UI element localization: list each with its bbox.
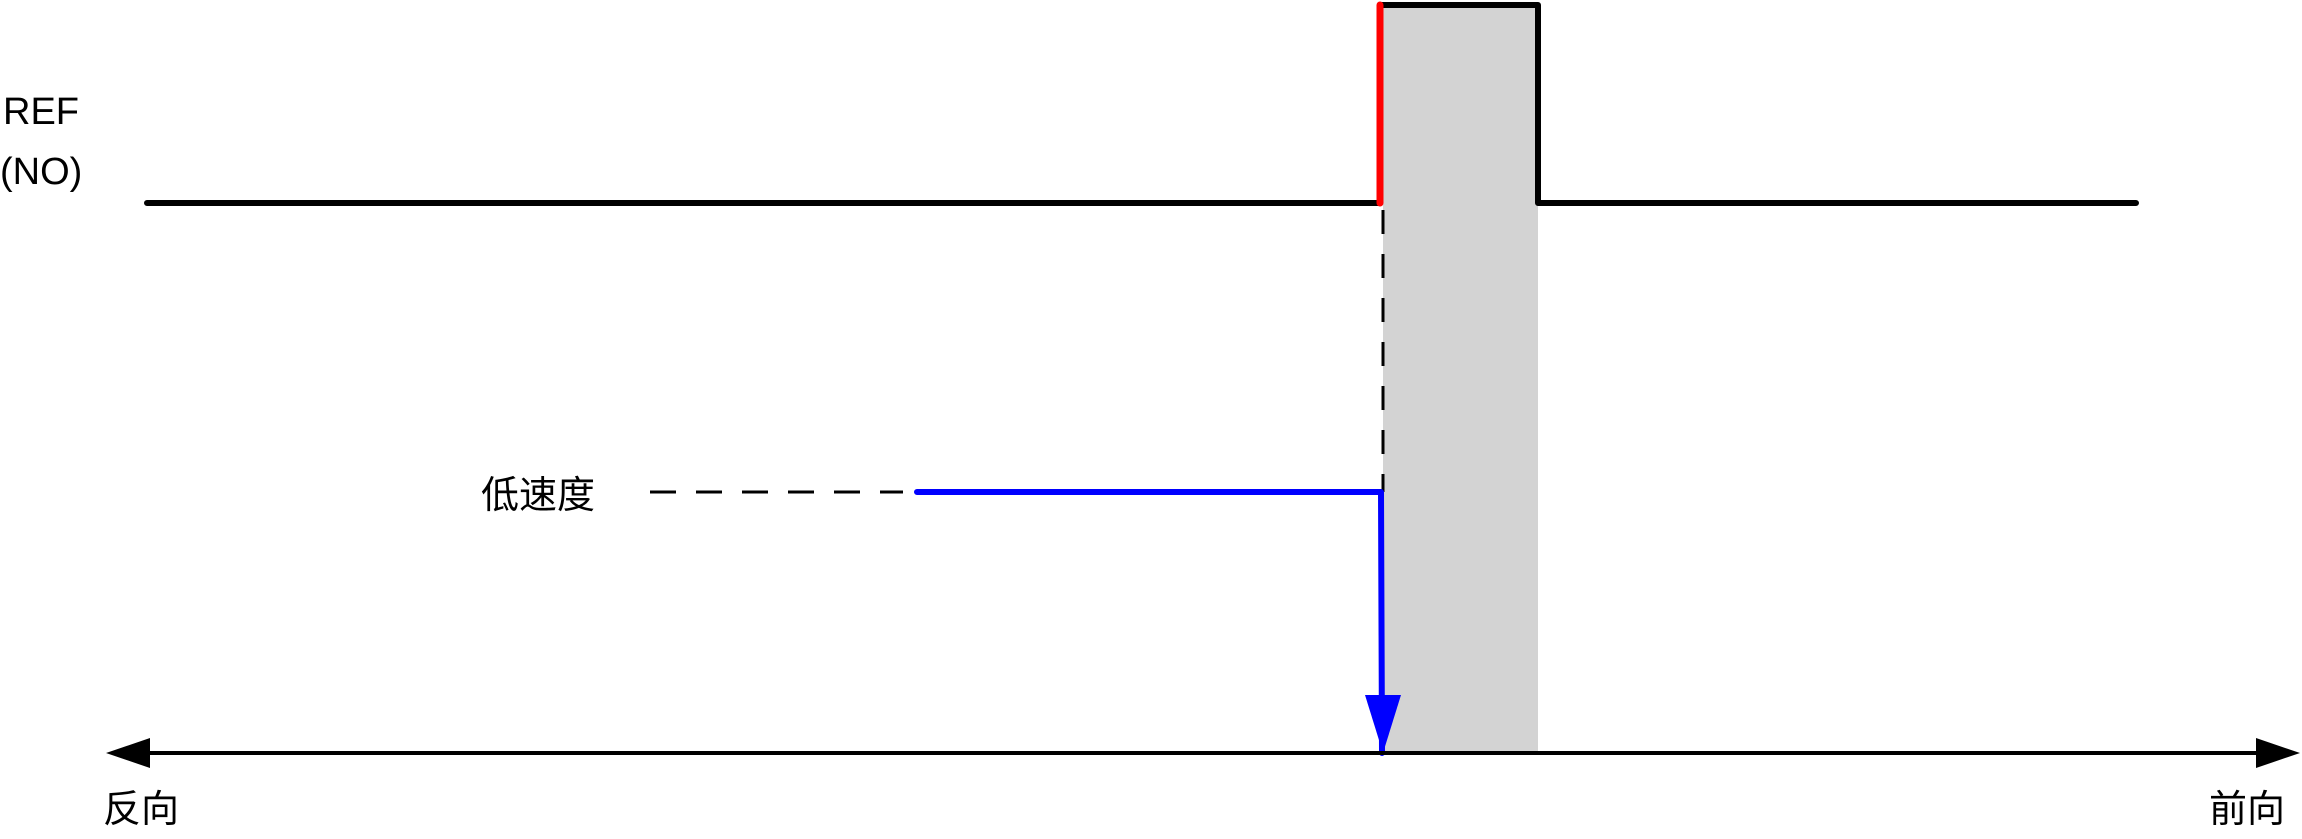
arrow-down-icon xyxy=(1365,695,1401,753)
forward-label: 前向 xyxy=(2209,789,2285,831)
reverse-label: 反向 xyxy=(103,789,179,831)
ref-signal-line xyxy=(144,2,2139,206)
arrow-right-icon xyxy=(2256,738,2300,768)
signal-name: REF xyxy=(3,91,79,133)
arrow-left-icon xyxy=(106,738,150,768)
active-zone xyxy=(1383,5,1538,753)
signal-type: (NO) xyxy=(0,151,82,193)
speed-label: 低速度 xyxy=(481,475,595,517)
speed-line xyxy=(914,489,1385,756)
